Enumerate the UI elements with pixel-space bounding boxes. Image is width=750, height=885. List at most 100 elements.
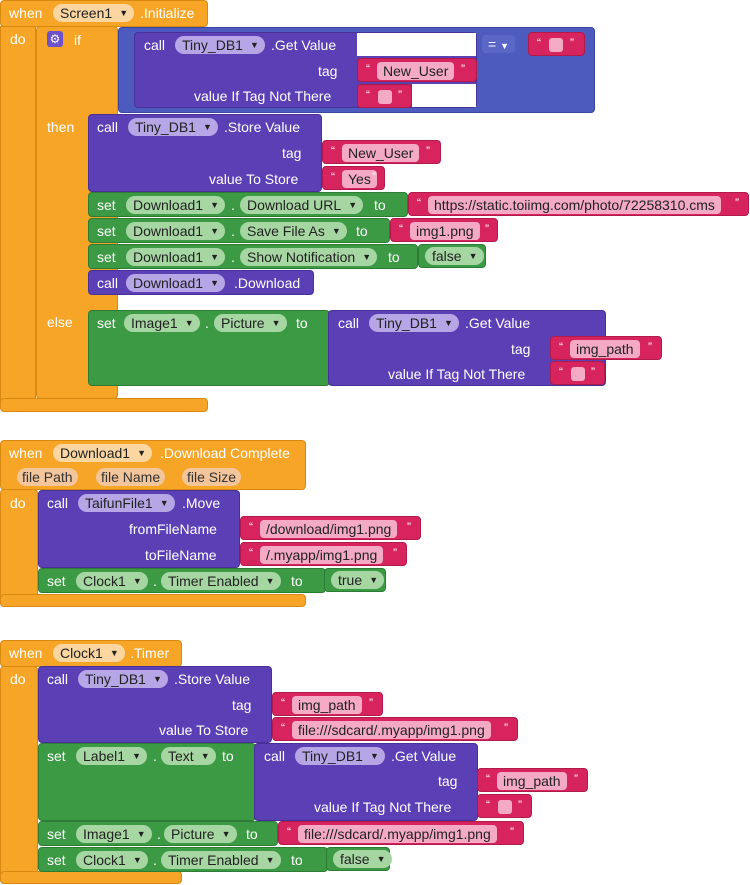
to-label: to: [388, 249, 400, 265]
from-file-label: fromFileName: [129, 521, 217, 537]
dropdown-arrow-icon: ▼: [221, 829, 231, 839]
string-value[interactable]: /.myapp/img1.png: [260, 546, 384, 564]
call-label: call: [144, 37, 166, 53]
value-to-store-label: value To Store: [209, 171, 299, 187]
component-dropdown[interactable]: Clock1 ▼: [53, 644, 125, 662]
tinydb-dropdown[interactable]: Tiny_DB1 ▼: [369, 314, 459, 332]
property-dropdown[interactable]: Picture ▼: [214, 314, 287, 332]
string-block[interactable]: “img_path”: [272, 692, 383, 716]
set-label: set: [47, 826, 66, 842]
empty-string-block[interactable]: “”: [528, 32, 585, 56]
string-block[interactable]: “img_path”: [550, 336, 662, 360]
to-label: to: [356, 223, 368, 239]
boolean-block[interactable]: false ▼: [418, 244, 486, 268]
empty-string-value[interactable]: [549, 38, 563, 52]
string-block[interactable]: “img1.png”: [390, 218, 498, 242]
tinydb-dropdown[interactable]: Tiny_DB1 ▼: [175, 36, 265, 54]
component-dropdown[interactable]: Label1 ▼: [76, 747, 148, 765]
param-file-path[interactable]: file Path: [17, 468, 78, 486]
dot-label: .: [153, 852, 157, 868]
string-value[interactable]: img_path: [292, 696, 362, 714]
call-label: call: [47, 495, 69, 511]
param-file-name[interactable]: file Name: [96, 468, 166, 486]
string-block[interactable]: “ New_User ”: [357, 58, 477, 82]
string-block[interactable]: “Yes”: [322, 166, 385, 190]
property-dropdown[interactable]: Timer Enabled ▼: [161, 851, 281, 869]
component-dropdown[interactable]: Image1 ▼: [124, 314, 200, 332]
string-value[interactable]: New_User: [377, 62, 455, 80]
event-footer: [0, 398, 208, 412]
component-dropdown[interactable]: Download1 ▼: [126, 196, 226, 214]
empty-string-block[interactable]: “”: [550, 361, 605, 385]
component-dropdown[interactable]: Clock1 ▼: [76, 851, 148, 869]
string-block[interactable]: “New_User”: [322, 140, 441, 164]
component-dropdown[interactable]: Screen1 ▼: [53, 4, 135, 22]
get-value-call-block[interactable]: [254, 743, 478, 821]
when-label: when: [9, 445, 43, 461]
string-block[interactable]: “/.myapp/img1.png”: [240, 542, 407, 566]
string-block[interactable]: “/download/img1.png”: [240, 516, 421, 540]
event-body-left: [0, 666, 38, 884]
empty-string-value[interactable]: [378, 90, 392, 104]
dropdown-arrow-icon: ▼: [500, 41, 509, 51]
compare-operator-dropdown[interactable]: = ▼: [482, 35, 515, 53]
boolean-block[interactable]: true ▼: [324, 568, 386, 592]
tinydb-dropdown[interactable]: Tiny_DB1 ▼: [78, 670, 168, 688]
component-dropdown[interactable]: Clock1 ▼: [76, 572, 148, 590]
string-value[interactable]: img_path: [570, 340, 640, 358]
param-file-size[interactable]: file Size: [182, 468, 242, 486]
property-dropdown[interactable]: Show Notification ▼: [240, 248, 378, 266]
dropdown-arrow-icon: ▼: [210, 200, 220, 210]
gear-icon[interactable]: ⚙: [47, 31, 63, 47]
store-value-call-block[interactable]: [38, 666, 272, 743]
string-block[interactable]: “file:///sdcard/.myapp/img1.png”: [278, 821, 524, 845]
empty-string-block[interactable]: “”: [477, 794, 532, 818]
dropdown-arrow-icon: ▼: [348, 200, 358, 210]
component-dropdown[interactable]: Download1 ▼: [126, 274, 226, 292]
tinydb-dropdown[interactable]: Tiny_DB1 ▼: [128, 118, 218, 136]
dropdown-arrow-icon: ▼: [109, 648, 119, 658]
property-dropdown[interactable]: Timer Enabled ▼: [161, 572, 281, 590]
call-label: call: [97, 275, 119, 291]
tinydb-dropdown[interactable]: Tiny_DB1 ▼: [295, 747, 385, 765]
event-name: .Timer: [130, 645, 170, 661]
property-dropdown[interactable]: Download URL ▼: [240, 196, 364, 214]
boolean-dropdown[interactable]: false ▼: [333, 850, 392, 868]
taifunfile-dropdown[interactable]: TaifunFile1 ▼: [78, 494, 175, 512]
property-dropdown[interactable]: Save File As ▼: [240, 222, 347, 240]
dropdown-arrow-icon: ▼: [159, 498, 169, 508]
string-block[interactable]: “https://static.toiimg.com/photo/7225831…: [408, 192, 749, 216]
string-value[interactable]: /download/img1.png: [260, 520, 398, 538]
do-label: do: [10, 495, 26, 511]
property-dropdown[interactable]: Picture ▼: [164, 825, 237, 843]
dropdown-arrow-icon: ▼: [132, 751, 142, 761]
string-value[interactable]: img_path: [497, 772, 567, 790]
string-value[interactable]: file:///sdcard/.myapp/img1.png: [298, 825, 497, 843]
string-value[interactable]: img1.png: [410, 222, 480, 240]
boolean-dropdown[interactable]: false ▼: [425, 247, 484, 265]
empty-string-block[interactable]: “”: [357, 84, 412, 108]
tag-label: tag: [318, 63, 338, 79]
dot-label: .: [231, 197, 235, 213]
method-name: .Get Value: [271, 37, 337, 53]
dropdown-arrow-icon: ▼: [184, 318, 194, 328]
string-value[interactable]: https://static.toiimg.com/photo/72258310…: [428, 196, 721, 214]
empty-string-value[interactable]: [498, 800, 512, 814]
do-label: do: [10, 671, 26, 687]
component-dropdown[interactable]: Download1 ▼: [126, 222, 226, 240]
property-dropdown[interactable]: Text ▼: [161, 747, 216, 765]
string-value[interactable]: New_User: [342, 144, 420, 162]
boolean-dropdown[interactable]: true ▼: [331, 571, 385, 589]
set-label: set: [97, 197, 116, 213]
component-dropdown[interactable]: Image1 ▼: [76, 825, 152, 843]
string-value[interactable]: file:///sdcard/.myapp/img1.png: [292, 721, 491, 739]
string-block[interactable]: “file:///sdcard/.myapp/img1.png”: [272, 717, 518, 741]
component-dropdown[interactable]: Download1 ▼: [126, 248, 226, 266]
empty-string-value[interactable]: [571, 367, 585, 381]
event-footer: [0, 594, 306, 607]
boolean-block[interactable]: false ▼: [326, 847, 392, 871]
component-dropdown[interactable]: Download1 ▼: [53, 444, 153, 462]
call-label: call: [338, 315, 360, 331]
string-value[interactable]: Yes: [342, 170, 377, 188]
string-block[interactable]: “img_path”: [477, 768, 588, 792]
